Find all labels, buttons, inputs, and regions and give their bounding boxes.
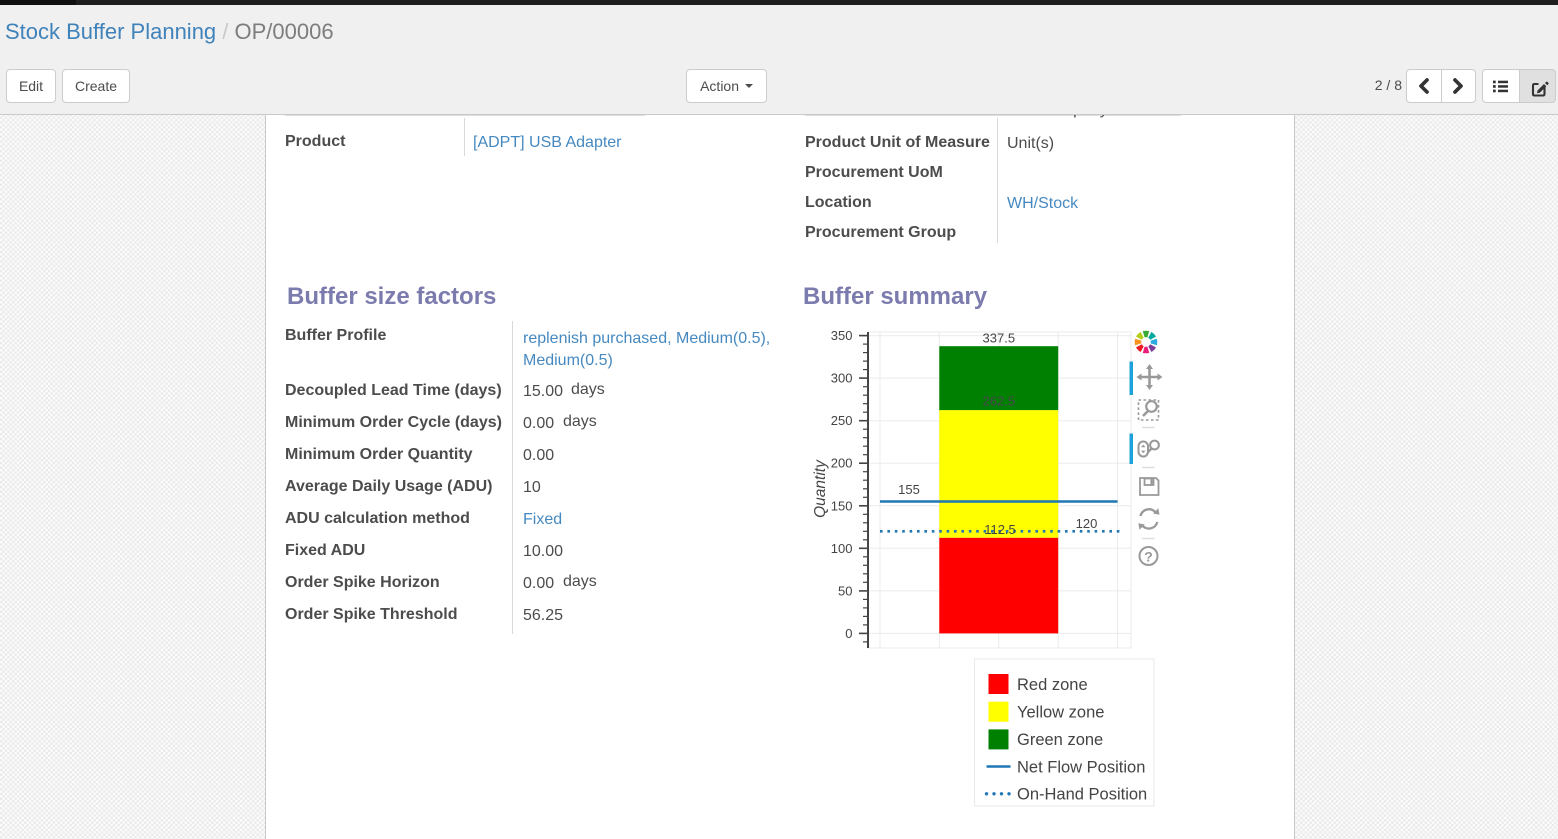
svg-text:350: 350 [831,328,853,343]
svg-text:300: 300 [831,371,853,386]
svg-text:?: ? [1144,549,1153,565]
svg-text:120: 120 [1076,516,1098,531]
svg-text:262.5: 262.5 [983,394,1016,409]
svg-text:200: 200 [831,456,853,471]
svg-text:337.5: 337.5 [983,331,1016,346]
svg-text:Yellow zone: Yellow zone [1017,704,1104,722]
svg-text:250: 250 [831,413,853,428]
svg-text:On-Hand Position: On-Hand Position [1017,786,1147,804]
svg-text:Quantity: Quantity [812,459,829,518]
svg-text:Green zone: Green zone [1017,731,1103,749]
svg-text:112.5: 112.5 [984,522,1016,537]
svg-text:100: 100 [831,541,853,556]
svg-text:155: 155 [898,482,920,497]
svg-text:0: 0 [845,626,852,641]
svg-text:Net Flow Position: Net Flow Position [1017,758,1145,776]
svg-text:Red zone: Red zone [1017,676,1088,694]
svg-text:50: 50 [838,583,852,598]
svg-text:150: 150 [831,498,853,513]
